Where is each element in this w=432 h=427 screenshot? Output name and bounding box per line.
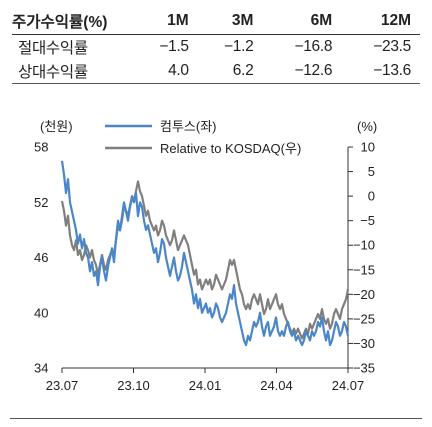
- table-cell: −16.8: [294, 38, 333, 55]
- y-right-tick-label: −35: [353, 361, 375, 376]
- y-right-tick-label: 0: [368, 189, 375, 204]
- header-cell: 6M: [262, 8, 342, 35]
- header-cell: 12M: [341, 8, 420, 35]
- y-right-axis-label: (%): [357, 119, 377, 134]
- x-tick-label: 24.04: [260, 378, 293, 393]
- x-tick-label: 24.01: [189, 378, 222, 393]
- x-ticks: 23.07 23.10 24.01 24.04 24.07: [46, 368, 365, 393]
- y-left-tick-label: 46: [34, 250, 48, 265]
- x-tick-label: 24.07: [332, 378, 365, 393]
- y-right-tick-label: −15: [353, 262, 375, 277]
- y-right-ticks: 10 5 0 −5 −10 −15 −20 −25 −30 −35: [348, 140, 375, 376]
- y-right-tick-label: −5: [360, 213, 375, 228]
- y-right-tick-label: 10: [361, 140, 375, 155]
- y-right-tick-label: −10: [353, 238, 375, 253]
- table-cell: −1.5: [159, 38, 189, 55]
- table-cell: −12.6: [262, 59, 342, 84]
- row-label: 절대수익률: [18, 40, 88, 57]
- legend: 컴투스(좌) Relative to KOSDAQ(우): [105, 119, 301, 156]
- y-left-tick-label: 34: [34, 361, 48, 376]
- bottom-divider: [10, 418, 422, 419]
- legend-label-series2: Relative to KOSDAQ(우): [160, 141, 301, 156]
- table-cell: −13.6: [341, 59, 420, 84]
- y-left-tick-label: 52: [34, 195, 48, 210]
- y-right-tick-label: −20: [353, 287, 375, 302]
- y-right-tick-label: −25: [353, 311, 375, 326]
- table-cell: −23.5: [373, 38, 411, 55]
- y-left-ticks: 58 52 46 40 34: [34, 140, 48, 376]
- table-header-row: 주가수익률(%) 1M 3M 6M 12M: [12, 8, 420, 35]
- row-label: 상대수익률: [12, 59, 133, 84]
- returns-table: 주가수익률(%) 1M 3M 6M 12M 절대수익률 −1.5 −1.2 −1…: [12, 8, 420, 84]
- y-left-tick-label: 58: [34, 140, 48, 155]
- price-chart: (천원) (%) 컴투스(좌) Relative to KOSDAQ(우) 58…: [34, 119, 377, 393]
- y-left-axis-label: (천원): [40, 119, 73, 134]
- table-row: 상대수익률 4.0 6.2 −12.6 −13.6: [12, 59, 420, 84]
- series-line-com2us: [60, 160, 350, 347]
- table-row: 절대수익률 −1.5 −1.2 −16.8 −23.5: [12, 35, 420, 60]
- x-tick-label: 23.07: [46, 378, 79, 393]
- series-line-relative-kosdaq: [60, 180, 350, 340]
- table-cell: 6.2: [197, 59, 263, 84]
- y-left-tick-label: 40: [34, 305, 48, 320]
- y-right-tick-label: 5: [368, 164, 375, 179]
- table-cell: 4.0: [133, 59, 198, 84]
- legend-label-series1: 컴투스(좌): [160, 119, 217, 134]
- x-tick-label: 23.10: [117, 378, 150, 393]
- header-cell: 3M: [197, 8, 263, 35]
- header-cell: 1M: [133, 8, 198, 35]
- header-cell: 주가수익률(%): [12, 8, 133, 35]
- table-cell: −1.2: [224, 38, 254, 55]
- y-right-tick-label: −30: [353, 336, 375, 351]
